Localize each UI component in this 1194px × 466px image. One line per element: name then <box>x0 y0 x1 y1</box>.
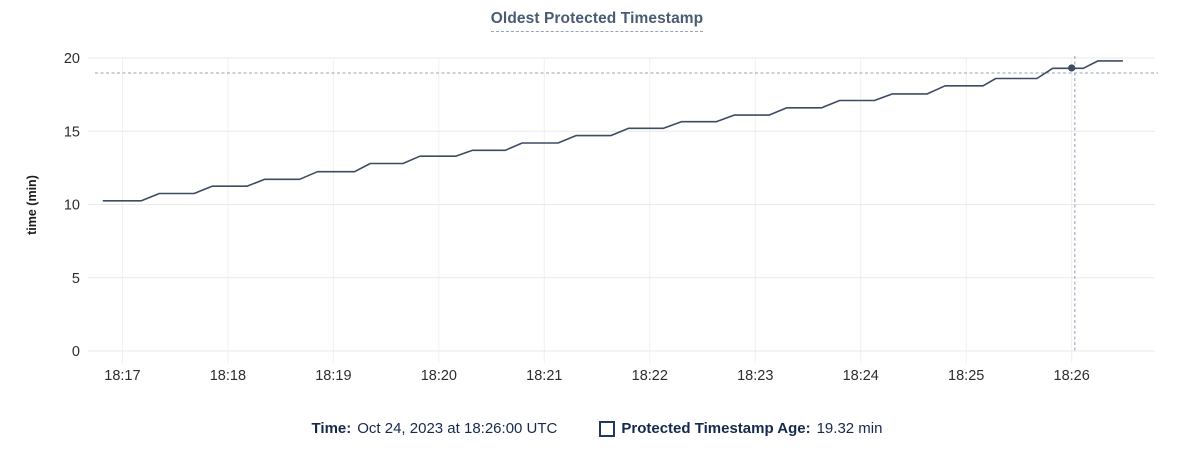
x-tick-label: 18:25 <box>948 368 984 384</box>
legend-time-label: Time: <box>311 420 352 437</box>
x-tick-label: 18:18 <box>210 368 246 384</box>
x-tick-label: 18:23 <box>737 368 773 384</box>
chart-title[interactable]: Oldest Protected Timestamp <box>490 10 704 32</box>
chart-title-row: Oldest Protected Timestamp <box>0 10 1194 32</box>
series-line-protected-timestamp-age <box>102 60 1124 202</box>
y-tick-label: 15 <box>64 124 80 140</box>
x-tick-label: 18:19 <box>315 368 351 384</box>
x-tick-label: 18:26 <box>1054 368 1090 384</box>
legend-time-group: Time: Oct 24, 2023 at 18:26:00 UTC <box>312 420 558 437</box>
y-tick-label: 0 <box>72 344 80 360</box>
y-axis-title: time (min) <box>25 175 39 235</box>
y-tick-label: 10 <box>64 198 80 214</box>
legend-series-value: 19.32 min <box>816 420 883 437</box>
chart-plot-area[interactable]: 18:17 18:18 18:19 18:20 18:21 18:22 18:23 18:24… <box>0 0 1194 400</box>
chart-legend: Time: Oct 24, 2023 at 18:26:00 UTC Prote… <box>0 420 1194 437</box>
y-tick-label: 5 <box>72 271 80 287</box>
hover-point-dot <box>1068 64 1076 72</box>
x-tick-label: 18:17 <box>104 368 140 384</box>
x-tick-label: 18:22 <box>632 368 668 384</box>
unchecked-square-icon[interactable] <box>599 420 616 437</box>
y-tick-label: 20 <box>64 51 80 67</box>
legend-series-toggle[interactable]: Protected Timestamp Age: 19.32 min <box>599 420 882 437</box>
x-tick-label: 18:21 <box>526 368 562 384</box>
legend-series-label: Protected Timestamp Age: <box>621 420 811 437</box>
legend-time-value: Oct 24, 2023 at 18:26:00 UTC <box>357 420 558 437</box>
x-tick-label: 18:20 <box>421 368 457 384</box>
x-tick-label: 18:24 <box>843 368 879 384</box>
